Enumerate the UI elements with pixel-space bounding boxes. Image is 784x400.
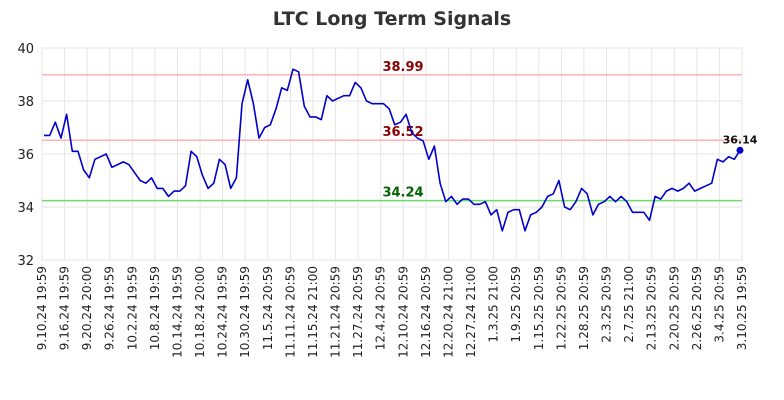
signal-level-label: 34.24 <box>382 186 423 201</box>
x-tick-label: 12.4.24 20:59 <box>374 266 388 350</box>
y-axis: 32 34 36 38 40 <box>17 42 34 269</box>
x-tick-label: 1.3.25 21:00 <box>487 266 501 343</box>
x-tick-label: 2.3.25 20:59 <box>600 266 614 343</box>
x-tick-label: 1.9.25 20:59 <box>509 266 523 343</box>
x-tick-label: 10.18.24 20:00 <box>193 266 207 358</box>
y-tick-label: 38 <box>17 95 34 110</box>
x-tick-label: 3.4.25 20:59 <box>712 266 726 343</box>
chart-title: LTC Long Term Signals <box>273 8 511 30</box>
grid-layer <box>41 47 743 261</box>
x-tick-label: 3.10.25 19:59 <box>735 266 749 350</box>
x-tick-label: 10.2.24 19:59 <box>125 266 139 350</box>
x-tick-label: 10.8.24 19:59 <box>148 266 162 350</box>
x-tick-label: 12.20.24 21:00 <box>441 266 455 358</box>
price-line <box>44 68 741 232</box>
x-tick-label: 11.27.24 20:59 <box>351 266 365 358</box>
x-axis: 9.10.24 19:59 9.16.24 19:59 9.20.24 20:00 9… <box>35 266 749 358</box>
x-tick-label: 10.24.24 19:59 <box>216 266 230 358</box>
signal-levels: 38.99 36.52 34.24 <box>42 60 742 202</box>
x-tick-label: 12.16.24 20:59 <box>419 266 433 358</box>
x-tick-label: 2.26.25 20:59 <box>690 266 704 350</box>
series-layer: 36.14 <box>44 68 758 232</box>
x-tick-label: 12.10.24 20:59 <box>396 266 410 358</box>
x-tick-label: 9.20.24 20:00 <box>80 266 94 350</box>
last-price-point <box>736 146 744 154</box>
x-tick-label: 1.15.25 20:59 <box>532 266 546 350</box>
x-tick-label: 9.10.24 19:59 <box>35 266 49 350</box>
x-tick-label: 12.27.24 21:00 <box>464 266 478 358</box>
x-tick-label: 1.28.25 20:59 <box>577 266 591 350</box>
signal-level-label: 38.99 <box>382 60 423 75</box>
x-tick-label: 2.13.25 20:59 <box>645 266 659 350</box>
x-tick-label: 11.5.24 20:59 <box>261 266 275 350</box>
x-tick-label: 10.14.24 19:59 <box>170 266 184 358</box>
y-tick-label: 34 <box>17 201 34 216</box>
y-tick-label: 36 <box>17 148 34 163</box>
x-tick-label: 11.11.24 20:59 <box>283 266 297 358</box>
x-tick-label: 9.16.24 19:59 <box>58 266 72 350</box>
x-tick-label: 2.20.25 20:59 <box>667 266 681 350</box>
y-tick-label: 40 <box>17 42 34 57</box>
x-tick-label: 11.21.24 20:59 <box>329 266 343 358</box>
y-tick-label: 32 <box>17 254 34 269</box>
x-tick-label: 9.26.24 19:59 <box>103 266 117 350</box>
signal-level-label: 36.52 <box>382 125 423 140</box>
x-tick-label: 11.15.24 21:00 <box>306 266 320 358</box>
last-price-label: 36.14 <box>723 133 758 146</box>
x-tick-label: 1.22.25 20:59 <box>554 266 568 350</box>
x-tick-label: 2.7.25 21:00 <box>622 266 636 343</box>
x-tick-label: 10.30.24 19:59 <box>238 266 252 358</box>
